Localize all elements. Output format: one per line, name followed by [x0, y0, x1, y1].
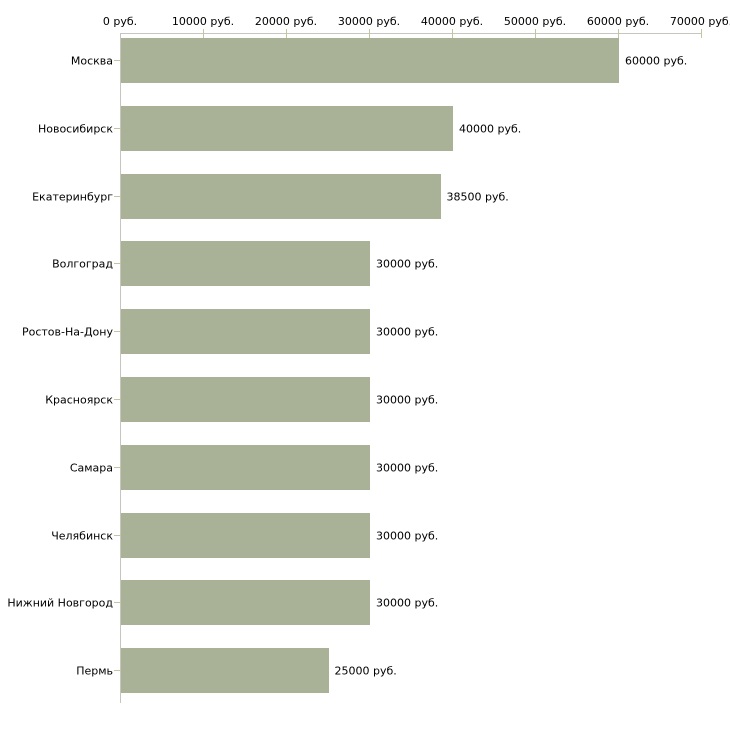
x-tick-label: 50000 руб. [503, 15, 567, 28]
value-label: 40000 руб. [459, 122, 522, 136]
category-tick-mark [114, 670, 121, 672]
value-label: 60000 руб. [625, 54, 688, 68]
x-tick-mark [369, 29, 370, 38]
x-tick-label: 40000 руб. [420, 15, 484, 28]
x-tick-label: 10000 руб. [171, 15, 235, 28]
category-label: Москва [70, 54, 113, 68]
value-label: 25000 руб. [334, 664, 397, 678]
x-tick-mark [203, 29, 204, 38]
value-label: 30000 руб. [376, 257, 439, 271]
category-tick-mark [114, 263, 121, 265]
bar-row: Пермь 25000 руб. [76, 644, 702, 711]
x-tick-mark [701, 29, 702, 38]
category-label: Нижний Новгород [7, 596, 113, 610]
x-tick-label: 70000 руб. [669, 15, 730, 28]
bar-row: Нижний Новгород 30000 руб. [7, 576, 702, 643]
category-tick-mark [114, 602, 121, 604]
value-label: 30000 руб. [376, 529, 439, 543]
x-tick-label: 20000 руб. [254, 15, 318, 28]
category-tick-mark [114, 399, 121, 400]
x-tick-mark [535, 29, 536, 38]
category-label: Пермь [76, 664, 113, 678]
category-label: Самара [69, 461, 113, 475]
bar-row: Самара 30000 руб. [70, 441, 702, 508]
bar [121, 173, 441, 219]
category-tick-mark [114, 534, 121, 536]
x-tick-label: 0 руб. [102, 15, 138, 28]
bar [121, 512, 370, 558]
bar-row: Новосибирск 40000 руб. [38, 102, 702, 169]
bar-row: Москва 60000 руб. [71, 34, 702, 101]
value-label: 38500 руб. [446, 190, 509, 204]
value-label: 30000 руб. [376, 393, 439, 407]
bar-row: Красноярск 30000 руб. [45, 373, 702, 440]
category-label: Екатеринбург [32, 190, 113, 204]
x-tick-mark [618, 29, 619, 38]
x-tick-mark [286, 29, 287, 38]
x-tick-label: 60000 руб. [586, 15, 650, 28]
category-tick-mark [114, 195, 121, 197]
bar [121, 580, 370, 626]
category-label: Волгоград [52, 257, 113, 271]
category-label: Челябинск [51, 529, 113, 543]
bar [121, 241, 370, 287]
category-tick-mark [114, 466, 121, 468]
bar [121, 444, 370, 490]
bar [121, 38, 619, 83]
category-label: Ростов-На-Дону [21, 325, 113, 339]
category-label: Красноярск [45, 393, 113, 407]
bar-row: Челябинск 30000 руб. [51, 509, 702, 576]
plot-area: Москва 60000 руб. Новосибирск 40000 руб.… [7, 29, 702, 703]
value-label: 30000 руб. [376, 461, 439, 475]
category-label: Новосибирск [37, 122, 113, 136]
bar [121, 309, 370, 355]
x-tick-mark [452, 29, 453, 38]
bar [121, 377, 370, 422]
value-label: 30000 руб. [376, 596, 439, 610]
bar-row: Екатеринбург 38500 руб. [32, 170, 702, 237]
category-tick-mark [114, 60, 121, 61]
x-tick-label: 30000 руб. [337, 15, 401, 28]
bar-row: Ростов-На-Дону 30000 руб. [22, 305, 702, 372]
value-label: 30000 руб. [376, 325, 439, 339]
category-tick-mark [114, 331, 121, 333]
bar [121, 105, 453, 151]
bar-row: Волгоград 30000 руб. [52, 237, 702, 304]
bar [121, 648, 329, 694]
category-tick-mark [114, 127, 121, 129]
